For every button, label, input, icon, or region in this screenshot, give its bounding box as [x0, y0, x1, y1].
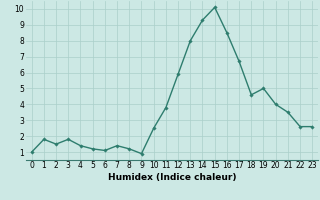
X-axis label: Humidex (Indice chaleur): Humidex (Indice chaleur) — [108, 173, 236, 182]
